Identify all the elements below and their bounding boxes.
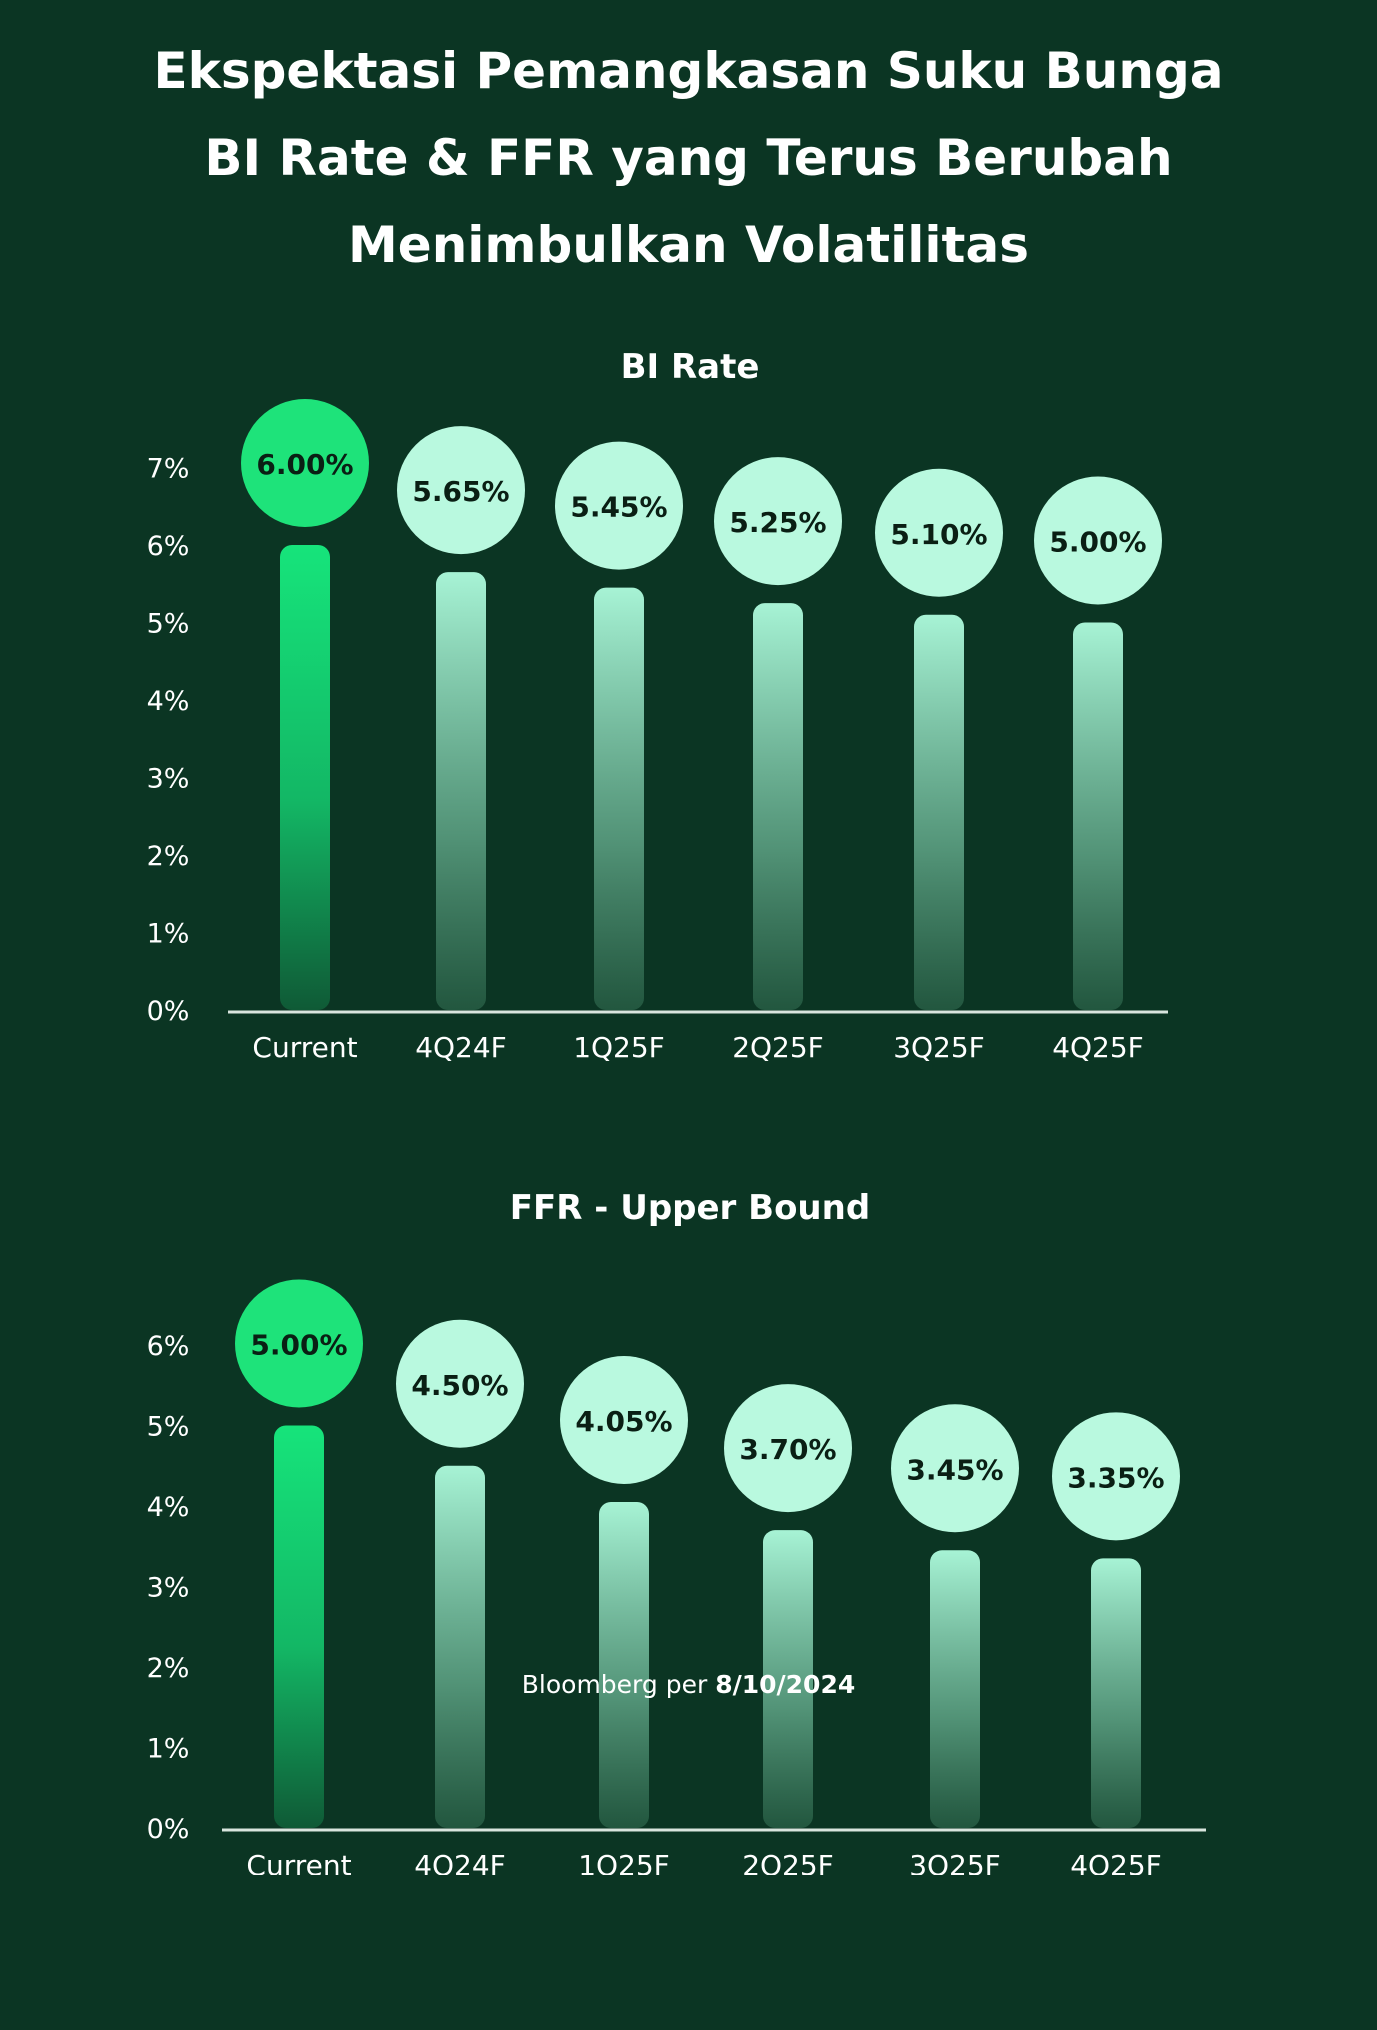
ffr-y-tick-label: 5% <box>147 1412 190 1443</box>
bi-bubble-4q24f <box>397 426 525 555</box>
bi-data-label: 5.65% <box>412 475 509 508</box>
source-footer: Bloomberg per 8/10/2024 <box>0 1670 1377 1699</box>
ffr-data-label: 3.45% <box>906 1453 1003 1486</box>
ffr-chart-svg: FFR - Upper Bound 0% 1% 2% 3% 4% 5% 6% 5.00% Curr… <box>147 1188 1206 1875</box>
ffr-bar-3q25f <box>930 1550 980 1828</box>
bi-y-tick-label: 3% <box>147 764 190 795</box>
bi-bubble-3q25f <box>875 468 1003 597</box>
main-title: Ekspektasi Pemangkasan Suku Bunga BI Rat… <box>0 28 1377 289</box>
ffr-bubble-4q24f <box>396 1319 524 1448</box>
bi-data-label: 5.10% <box>890 518 987 551</box>
ffr-category-label: 1Q25F <box>578 1849 670 1875</box>
ffr-y-tick-label: 4% <box>147 1492 190 1523</box>
bi-y-tick-label: 6% <box>147 531 190 562</box>
bi-category-label: 2Q25F <box>732 1031 824 1064</box>
ffr-y-tick-label: 2% <box>147 1653 190 1684</box>
source-date: 8/10/2024 <box>715 1670 856 1699</box>
ffr-bar-current <box>274 1425 324 1828</box>
bi-bar-3q25f <box>914 614 964 1010</box>
ffr-y-tick-label: 0% <box>147 1814 190 1845</box>
ffr-bar-4q24f <box>435 1465 485 1828</box>
bi-chart-title: BI Rate <box>621 347 760 387</box>
ffr-y-tick-label: 6% <box>147 1331 190 1362</box>
ffr-bubble-current <box>235 1279 363 1408</box>
bi-data-label: 5.25% <box>729 506 826 539</box>
bi-bar-4q24f <box>436 572 486 1010</box>
ffr-bar-2q25f <box>763 1530 813 1828</box>
bi-category-label: 4Q24F <box>415 1031 507 1064</box>
bi-bar-current <box>280 545 330 1010</box>
bi-data-label: 5.00% <box>1049 526 1146 559</box>
source-text: Bloomberg per <box>521 1670 708 1699</box>
ffr-bubble-2q25f <box>724 1384 852 1513</box>
bi-y-tick-label: 0% <box>147 996 190 1027</box>
bi-rate-chart: BI Rate 0% 1% 2% 3% 4% 5% 6% 7% 6.00% Current 5.65%… <box>0 330 1377 1090</box>
bi-y-tick-label: 2% <box>147 841 190 872</box>
main-title-line-2: BI Rate & FFR yang Terus Berubah <box>204 129 1173 187</box>
ffr-category-label: 4Q25F <box>1070 1849 1162 1875</box>
bi-category-label: 3Q25F <box>893 1031 985 1064</box>
bi-bar-4q25f <box>1073 622 1123 1010</box>
bi-bubble-4q25f <box>1034 476 1162 605</box>
bi-rate-chart-svg: BI Rate 0% 1% 2% 3% 4% 5% 6% 7% 6.00% Current 5.65%… <box>147 347 1168 1064</box>
ffr-category-label: 3Q25F <box>909 1849 1001 1875</box>
ffr-data-label: 4.50% <box>411 1369 508 1402</box>
bi-bar-2q25f <box>753 603 803 1010</box>
bi-bubble-current <box>241 399 369 527</box>
bi-category-label: 4Q25F <box>1052 1031 1144 1064</box>
ffr-bar-1q25f <box>599 1501 649 1828</box>
ffr-category-label: 2Q25F <box>742 1849 834 1875</box>
ffr-data-label: 3.35% <box>1067 1461 1164 1494</box>
ffr-chart: FFR - Upper Bound 0% 1% 2% 3% 4% 5% 6% 5.00% Curr… <box>0 1175 1377 1875</box>
ffr-data-label: 4.05% <box>575 1405 672 1438</box>
ffr-chart-title: FFR - Upper Bound <box>510 1188 870 1228</box>
bi-category-label: Current <box>252 1031 357 1064</box>
ffr-category-label: 4Q24F <box>414 1849 506 1875</box>
bi-y-tick-label: 1% <box>147 919 190 950</box>
ffr-bubble-3q25f <box>891 1404 1019 1533</box>
ffr-data-label: 3.70% <box>739 1433 836 1466</box>
ffr-data-label: 5.00% <box>250 1329 347 1362</box>
bi-y-tick-label: 7% <box>147 454 190 485</box>
bi-data-label: 5.45% <box>570 491 667 524</box>
ffr-y-tick-label: 1% <box>147 1734 190 1765</box>
main-title-line-1: Ekspektasi Pemangkasan Suku Bunga <box>153 42 1224 100</box>
bi-bubble-1q25f <box>555 441 683 570</box>
ffr-category-label: Current <box>246 1849 351 1875</box>
ffr-bubble-1q25f <box>560 1355 688 1484</box>
bi-bubble-2q25f <box>714 457 842 586</box>
bi-y-tick-label: 5% <box>147 609 190 640</box>
main-title-line-3: Menimbulkan Volatilitas <box>348 216 1029 274</box>
ffr-bubble-4q25f <box>1052 1412 1180 1541</box>
bi-y-tick-label: 4% <box>147 686 190 717</box>
bi-category-label: 1Q25F <box>573 1031 665 1064</box>
bi-data-label: 6.00% <box>256 448 353 481</box>
ffr-bar-4q25f <box>1091 1558 1141 1828</box>
bi-bar-1q25f <box>594 587 644 1010</box>
ffr-y-tick-label: 3% <box>147 1573 190 1604</box>
